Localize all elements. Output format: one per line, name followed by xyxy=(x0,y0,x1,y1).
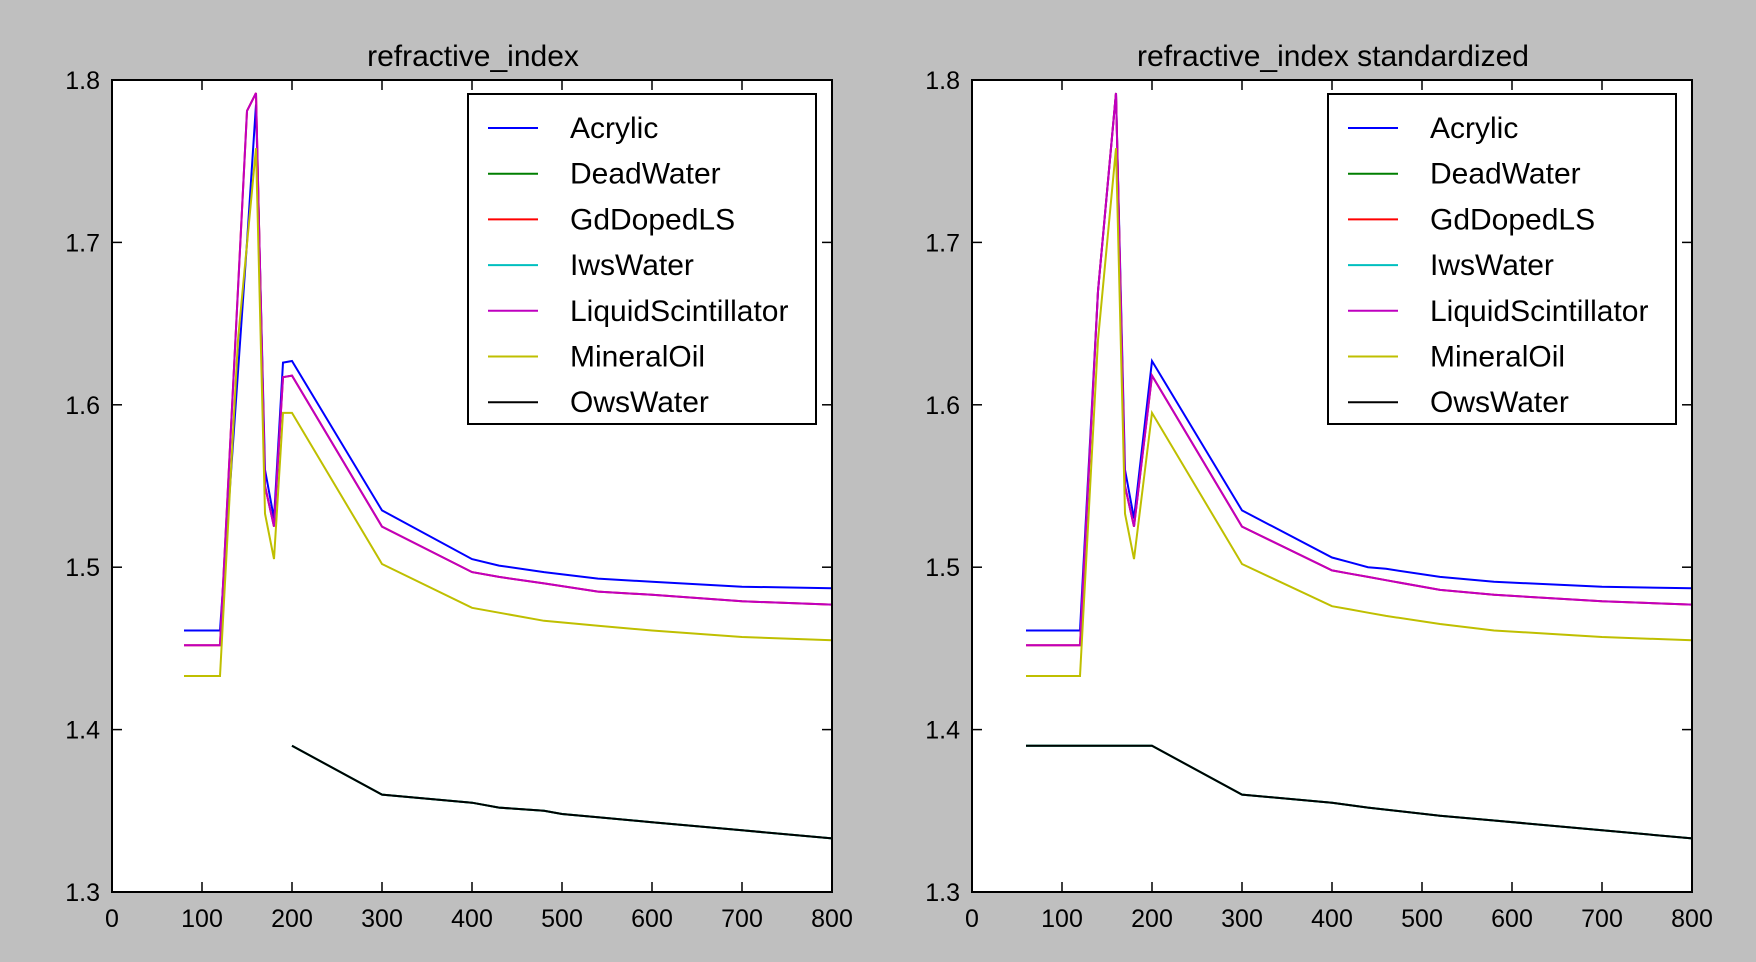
x-tick-label: 800 xyxy=(1671,905,1713,933)
series-line-liquidscintillator xyxy=(1026,92,1693,647)
x-tick-label: 300 xyxy=(361,905,403,933)
x-tick-label: 600 xyxy=(1491,905,1533,933)
legend-label-liquidscintillator: LiquidScintillator xyxy=(1430,295,1648,328)
series-line-owswater xyxy=(291,744,833,840)
y-tick-label: 1.3 xyxy=(65,879,100,907)
chart-title: refractive_index standardized xyxy=(1137,40,1529,73)
x-tick-label: 200 xyxy=(271,905,313,933)
series-lines xyxy=(184,92,833,840)
plot-frame xyxy=(971,79,1693,893)
legend: Acrylic DeadWater GdDopedLS IwsWater LiquidS… xyxy=(467,93,817,425)
legend-label-mineraloil: MineralOil xyxy=(1430,341,1565,374)
y-tick-label: 1.4 xyxy=(925,717,960,745)
y-tick-label: 1.6 xyxy=(925,392,960,420)
x-tick-label: 700 xyxy=(721,905,763,933)
x-tick-label: 200 xyxy=(1131,905,1173,933)
legend-label-acrylic: Acrylic xyxy=(570,112,658,145)
y-tick-label: 1.7 xyxy=(65,229,100,257)
legend-label-liquidscintillator: LiquidScintillator xyxy=(570,295,788,328)
legend-label-owswater: OwsWater xyxy=(1430,386,1569,419)
y-tick-label: 1.6 xyxy=(65,392,100,420)
series-line-mineraloil xyxy=(184,148,833,677)
series-line-liquidscintillator xyxy=(184,92,833,647)
x-tick-label: 500 xyxy=(541,905,583,933)
x-tick-label: 400 xyxy=(451,905,493,933)
series-line-mineraloil xyxy=(1026,148,1693,677)
legend-label-iwswater: IwsWater xyxy=(1430,249,1554,282)
x-tick-label: 300 xyxy=(1221,905,1263,933)
x-tick-label: 0 xyxy=(105,905,119,933)
x-tick-label: 800 xyxy=(811,905,853,933)
legend-box xyxy=(1327,93,1677,425)
series-lines xyxy=(1026,92,1693,840)
legend-label-mineraloil: MineralOil xyxy=(570,341,705,374)
tick-labels: 0 100 200 300 400 500 600 700 800 1.3 1.4 1.5 1.6 1.7… xyxy=(65,67,853,933)
y-tick-label: 1.3 xyxy=(925,879,960,907)
y-tick-label: 1.4 xyxy=(65,717,100,745)
legend-label-gddopedls: GdDopedLS xyxy=(1430,203,1595,236)
x-tick-label: 100 xyxy=(1041,905,1083,933)
tick-labels: 0 100 200 300 400 500 600 700 800 1.3 1.4 1.5 1.6 1.7… xyxy=(925,67,1713,933)
series-line-owswater xyxy=(1026,744,1693,840)
y-tick-label: 1.7 xyxy=(925,229,960,257)
x-tick-label: 100 xyxy=(181,905,223,933)
y-tick-label: 1.8 xyxy=(65,67,100,95)
legend: Acrylic DeadWater GdDopedLS IwsWater LiquidS… xyxy=(1327,93,1677,425)
x-tick-label: 600 xyxy=(631,905,673,933)
y-tick-label: 1.5 xyxy=(65,554,100,582)
x-tick-label: 0 xyxy=(965,905,979,933)
x-tick-label: 500 xyxy=(1401,905,1443,933)
chart-title: refractive_index xyxy=(367,40,579,73)
legend-label-acrylic: Acrylic xyxy=(1430,112,1518,145)
legend-label-gddopedls: GdDopedLS xyxy=(570,203,735,236)
legend-label-iwswater: IwsWater xyxy=(570,249,694,282)
panel-refractive-index: refractive_index 0 100 200 300 400 500 600 700 8… xyxy=(65,40,853,933)
y-tick-label: 1.5 xyxy=(925,554,960,582)
series-line-acrylic xyxy=(184,104,833,632)
legend-label-owswater: OwsWater xyxy=(570,386,709,419)
legend-box xyxy=(467,93,817,425)
y-tick-label: 1.8 xyxy=(925,67,960,95)
panel-refractive-index-standardized: refractive_index standardized 0 100 200 300… xyxy=(925,40,1713,933)
legend-label-deadwater: DeadWater xyxy=(1430,158,1581,191)
x-tick-label: 400 xyxy=(1311,905,1353,933)
x-tick-label: 700 xyxy=(1581,905,1623,933)
legend-label-deadwater: DeadWater xyxy=(570,158,721,191)
plot-frame xyxy=(111,79,833,893)
